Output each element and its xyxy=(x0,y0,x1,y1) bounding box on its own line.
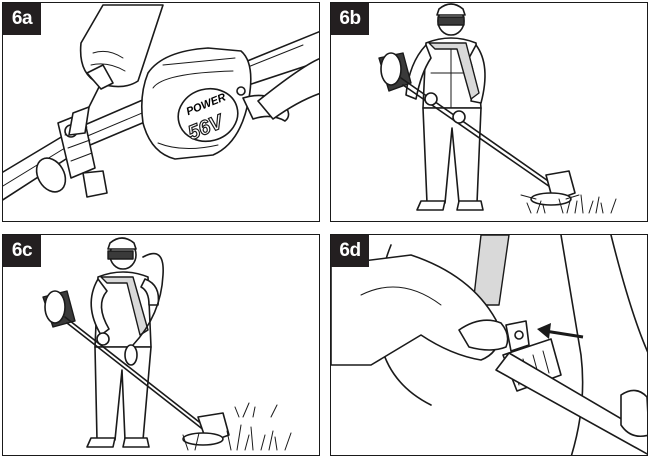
panel-label: 6b xyxy=(331,3,369,35)
operator-front-view-illustration xyxy=(378,3,617,214)
operator-trimming-illustration xyxy=(42,237,292,451)
figure-panel-6d: 6d xyxy=(330,234,648,456)
figure-panel-6c: 6c xyxy=(2,234,320,456)
cap xyxy=(107,237,137,250)
loop-handle xyxy=(132,252,164,346)
panel-label: 6d xyxy=(331,235,369,267)
direction-arrow xyxy=(537,323,584,339)
safety-glasses xyxy=(107,250,134,260)
safety-glasses xyxy=(437,16,465,26)
arm xyxy=(331,254,509,366)
string-trimmer xyxy=(42,252,230,446)
figure-panel-6b: 6b xyxy=(330,2,648,222)
cap xyxy=(436,3,466,16)
hand xyxy=(68,4,164,136)
strap-release-closeup-illustration xyxy=(331,235,647,455)
grass xyxy=(182,402,292,451)
operator xyxy=(405,3,486,211)
grass xyxy=(526,194,617,214)
shoulder-strap xyxy=(428,42,480,100)
panel-label: 6a xyxy=(3,3,41,35)
shoulder-strap xyxy=(472,235,510,306)
string-trimmer xyxy=(378,52,580,206)
strap-clip-closeup-illustration: POWER 56V xyxy=(3,4,319,201)
panel-label: 6c xyxy=(3,235,41,267)
shaft-sleeve xyxy=(35,157,67,193)
shoulder-strap xyxy=(100,276,149,336)
operator xyxy=(86,237,160,448)
battery-housing: POWER 56V xyxy=(141,47,252,160)
second-hand xyxy=(620,389,647,438)
trimmer-shaft xyxy=(495,352,647,455)
figure-panel-6a: 6a POWER 56V xyxy=(2,2,320,222)
strap-hook xyxy=(68,106,90,136)
